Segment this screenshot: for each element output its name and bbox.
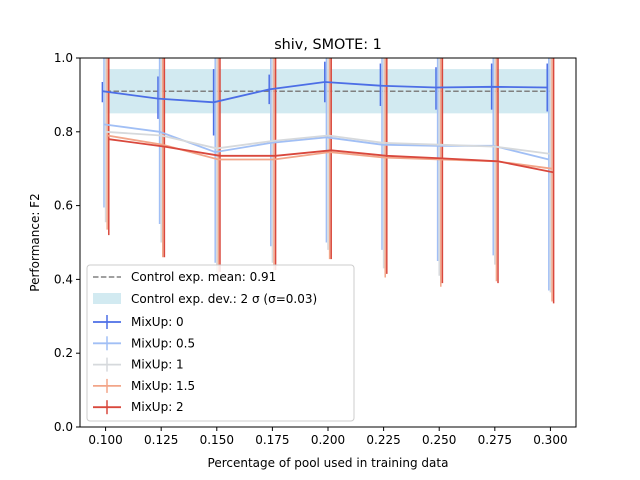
legend-swatch-control-dev	[93, 293, 121, 304]
legend-label-control-mean: Control exp. mean: 0.91	[131, 270, 276, 284]
legend-label: MixUp: 0	[131, 315, 184, 329]
series-line	[108, 138, 554, 174]
x-tick-label: 0.250	[422, 433, 456, 447]
y-tick-label: 0.2	[54, 346, 73, 360]
legend-label: MixUp: 1.5	[131, 379, 195, 393]
y-tick-label: 1.0	[54, 51, 73, 65]
chart-title: shiv, SMOTE: 1	[274, 37, 382, 53]
x-tick-label: 0.125	[144, 433, 178, 447]
y-tick-label: 0.6	[54, 199, 73, 213]
legend-box	[86, 264, 355, 422]
x-tick-label: 0.100	[88, 433, 122, 447]
x-tick-label: 0.225	[366, 433, 400, 447]
plot-area	[101, 58, 555, 304]
y-tick-label: 0.4	[54, 272, 73, 286]
legend: Control exp. mean: 0.91 Control exp. dev.…	[86, 264, 355, 422]
series-line	[105, 130, 551, 155]
y-tick-label: 0.0	[54, 420, 73, 434]
legend-label: MixUp: 2	[131, 400, 184, 414]
x-tick-label: 0.200	[311, 433, 345, 447]
y-axis-label: Performance: F2	[28, 193, 42, 291]
x-tick-label: 0.175	[255, 433, 289, 447]
legend-label: MixUp: 0.5	[131, 336, 195, 350]
x-tick-label: 0.150	[200, 433, 234, 447]
y-tick-label: 0.8	[54, 125, 73, 139]
axes: 0.100 0.125 0.150 0.175 0.200 0.225 0.250 0.275…	[54, 51, 568, 447]
x-tick-label: 0.300	[533, 433, 567, 447]
x-axis-label: Percentage of pool used in training data	[208, 456, 449, 470]
series-line	[102, 81, 548, 104]
legend-label: MixUp: 1	[131, 358, 184, 372]
x-tick-label: 0.275	[478, 433, 512, 447]
legend-label-control-dev: Control exp. dev.: 2 σ (σ=0.03)	[131, 292, 317, 306]
